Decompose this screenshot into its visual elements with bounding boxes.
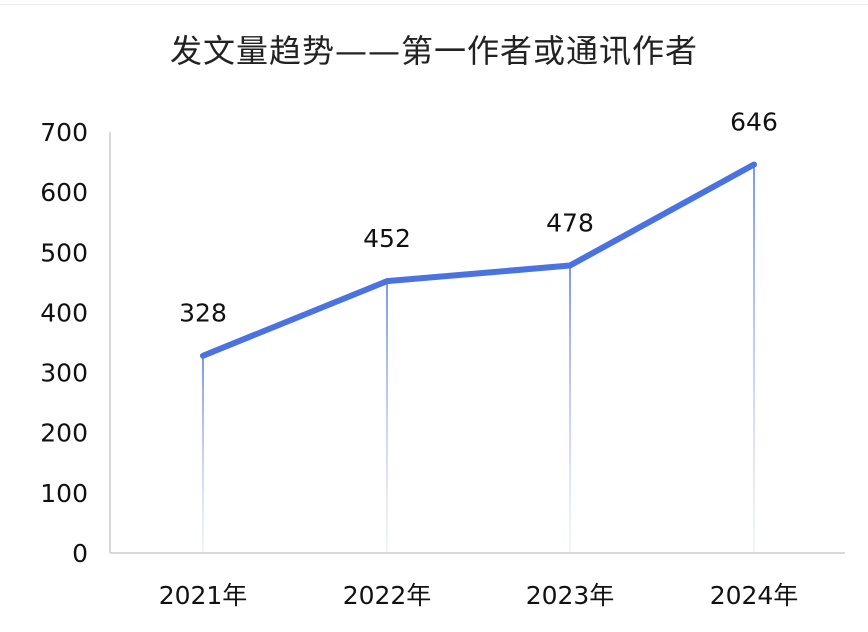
data-label: 478 [546, 209, 594, 238]
data-labels: 328 452 478 646 [179, 107, 778, 327]
x-tick-label: 2022年 [343, 581, 432, 610]
drop-line [202, 355, 204, 553]
series-line [200, 161, 757, 359]
data-label: 646 [730, 107, 778, 136]
y-tick-label: 200 [40, 419, 88, 448]
x-tick-label: 2021年 [159, 581, 248, 610]
data-label: 452 [363, 224, 411, 253]
x-tick-label: 2023年 [526, 581, 615, 610]
y-tick-label: 400 [40, 298, 88, 327]
x-tick-label: 2024年 [710, 581, 799, 610]
y-tick-label: 500 [40, 238, 88, 267]
drop-lines [202, 164, 755, 553]
drop-line [753, 164, 755, 553]
drop-line [569, 265, 571, 553]
drop-line [386, 281, 388, 553]
x-axis-labels: 2021年 2022年 2023年 2024年 [159, 581, 799, 610]
y-tick-label: 300 [40, 359, 88, 388]
y-axis-labels: 0 100 200 300 400 500 600 700 [40, 118, 88, 568]
y-tick-label: 700 [40, 118, 88, 147]
chart-title: 发文量趋势——第一作者或通讯作者 [169, 32, 698, 70]
y-tick-label: 0 [72, 539, 88, 568]
top-rule [0, 4, 868, 5]
data-label: 328 [179, 299, 227, 328]
y-tick-label: 600 [40, 178, 88, 207]
y-tick-label: 100 [40, 479, 88, 508]
